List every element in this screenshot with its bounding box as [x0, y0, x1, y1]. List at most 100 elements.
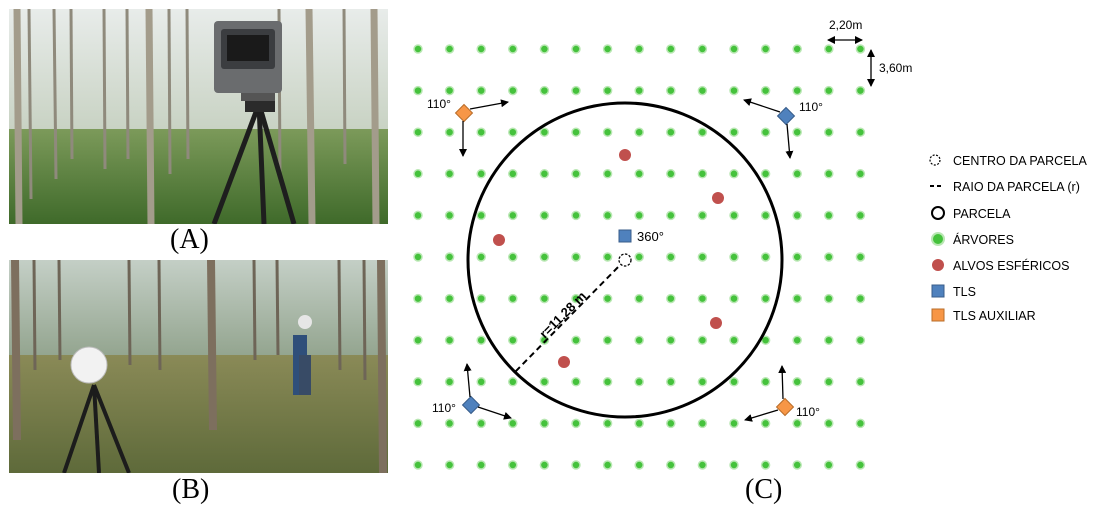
caption-a: (A) — [170, 224, 209, 255]
tree — [697, 169, 708, 179]
tree — [539, 252, 550, 262]
tls-center-label: 360° — [637, 229, 664, 244]
legend-trees: ÁRVORES — [931, 232, 1014, 247]
tree — [508, 377, 518, 387]
tree — [760, 293, 771, 304]
target-2 — [712, 192, 724, 204]
tree — [792, 127, 802, 137]
target-3 — [493, 234, 505, 246]
tree — [666, 293, 676, 304]
tree — [824, 460, 834, 470]
tree — [508, 169, 518, 179]
tree — [824, 127, 834, 137]
tree — [697, 85, 708, 96]
tree — [602, 85, 613, 96]
tree — [539, 210, 550, 221]
tree — [634, 210, 644, 221]
tree — [476, 169, 486, 179]
tree — [571, 460, 581, 470]
tree — [792, 210, 802, 221]
tree — [666, 169, 676, 179]
tree — [697, 44, 708, 54]
tree — [729, 252, 739, 262]
spherical-targets — [493, 149, 724, 368]
tree — [444, 293, 455, 304]
legend-targets: ALVOS ESFÉRICOS — [932, 258, 1069, 273]
caption-b: (B) — [172, 474, 210, 505]
tree — [729, 418, 739, 429]
tree — [444, 335, 455, 345]
tree — [792, 460, 802, 470]
tree — [634, 293, 644, 304]
tree — [666, 44, 676, 54]
tree — [634, 127, 644, 137]
tls-bottom-left: 110° — [432, 363, 512, 420]
svg-text:2,20m: 2,20m — [829, 18, 862, 32]
tree — [729, 85, 739, 96]
legend-tls-aux: TLS AUXILIAR — [931, 308, 1036, 323]
tree — [634, 377, 644, 387]
tree — [539, 169, 550, 179]
tree — [824, 210, 834, 221]
tree — [444, 127, 455, 137]
tree — [634, 85, 644, 96]
angle-label: 110° — [427, 97, 451, 111]
tree — [539, 335, 550, 345]
tree — [697, 252, 708, 262]
tree — [697, 210, 708, 221]
tree — [634, 418, 644, 429]
tree — [476, 44, 486, 54]
photo-spherical-target — [9, 260, 388, 473]
tree — [760, 460, 771, 470]
tree — [444, 85, 455, 96]
tree — [666, 85, 676, 96]
tree — [729, 335, 739, 345]
tree — [602, 377, 613, 387]
tree — [855, 418, 866, 429]
tree — [666, 127, 676, 137]
tree — [413, 418, 423, 429]
tree — [760, 377, 771, 387]
tree — [571, 252, 581, 262]
tree — [444, 460, 455, 470]
tree — [413, 293, 423, 304]
tree — [666, 377, 676, 387]
tree — [539, 418, 550, 429]
tree — [697, 460, 708, 470]
tree — [855, 127, 866, 137]
tree — [855, 169, 866, 179]
tree — [476, 127, 486, 137]
tree — [729, 169, 739, 179]
tree — [571, 293, 581, 304]
tree — [760, 85, 771, 96]
svg-text:CENTRO DA PARCELA: CENTRO DA PARCELA — [953, 154, 1087, 168]
tree — [634, 252, 644, 262]
tree — [413, 252, 423, 262]
tree — [792, 169, 802, 179]
tree — [824, 335, 834, 345]
tree — [729, 127, 739, 137]
spacing-x-annotation: 2,20m — [827, 18, 863, 44]
tree — [508, 44, 518, 54]
tree — [508, 210, 518, 221]
tree — [634, 169, 644, 179]
tree — [444, 418, 455, 429]
tree — [413, 44, 423, 54]
tree — [508, 85, 518, 96]
tree — [413, 460, 423, 470]
legend-plot: PARCELA — [931, 206, 1011, 221]
tree — [413, 335, 423, 345]
tree — [824, 418, 834, 429]
tree — [855, 252, 866, 262]
tree — [792, 252, 802, 262]
tree — [539, 44, 550, 54]
tree — [760, 44, 771, 54]
svg-text:RAIO DA PARCELA (r): RAIO DA PARCELA (r) — [953, 180, 1080, 194]
photo-scanner — [9, 9, 388, 224]
tree — [792, 377, 802, 387]
tree — [476, 377, 486, 387]
tree — [413, 85, 423, 96]
legend-tls: TLS — [931, 284, 976, 299]
tree — [413, 169, 423, 179]
tree — [476, 460, 486, 470]
